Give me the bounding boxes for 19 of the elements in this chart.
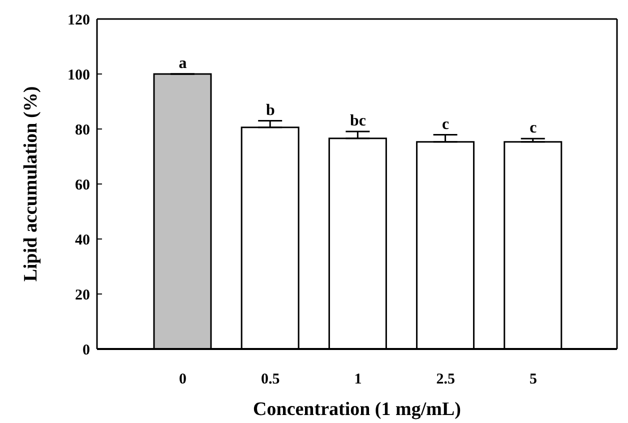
x-tick-label: 2.5 <box>436 372 455 388</box>
y-axis-title: Lipid accumulation (%) <box>20 86 42 282</box>
y-tick-label: 100 <box>68 67 90 84</box>
annotation: c <box>442 116 450 133</box>
x-axis-title: Concentration (1 mg/mL) <box>253 399 461 420</box>
y-tick-label: 40 <box>75 232 90 248</box>
y-tick-label: 20 <box>75 287 90 304</box>
y-tick-label: 0 <box>82 342 90 358</box>
annotation: bc <box>350 112 366 130</box>
annotation: c <box>530 120 537 137</box>
annotation: a <box>178 55 187 72</box>
y-tick-label: 60 <box>75 177 90 194</box>
y-tick-label: 120 <box>68 12 90 28</box>
annotation: b <box>266 102 275 119</box>
x-tick-label: 0 <box>179 372 187 388</box>
y-tick-label: 80 <box>75 122 90 138</box>
x-tick-label: 0.5 <box>261 372 280 388</box>
x-tick-label: 5 <box>529 372 537 388</box>
x-tick-label: 1 <box>354 372 362 388</box>
